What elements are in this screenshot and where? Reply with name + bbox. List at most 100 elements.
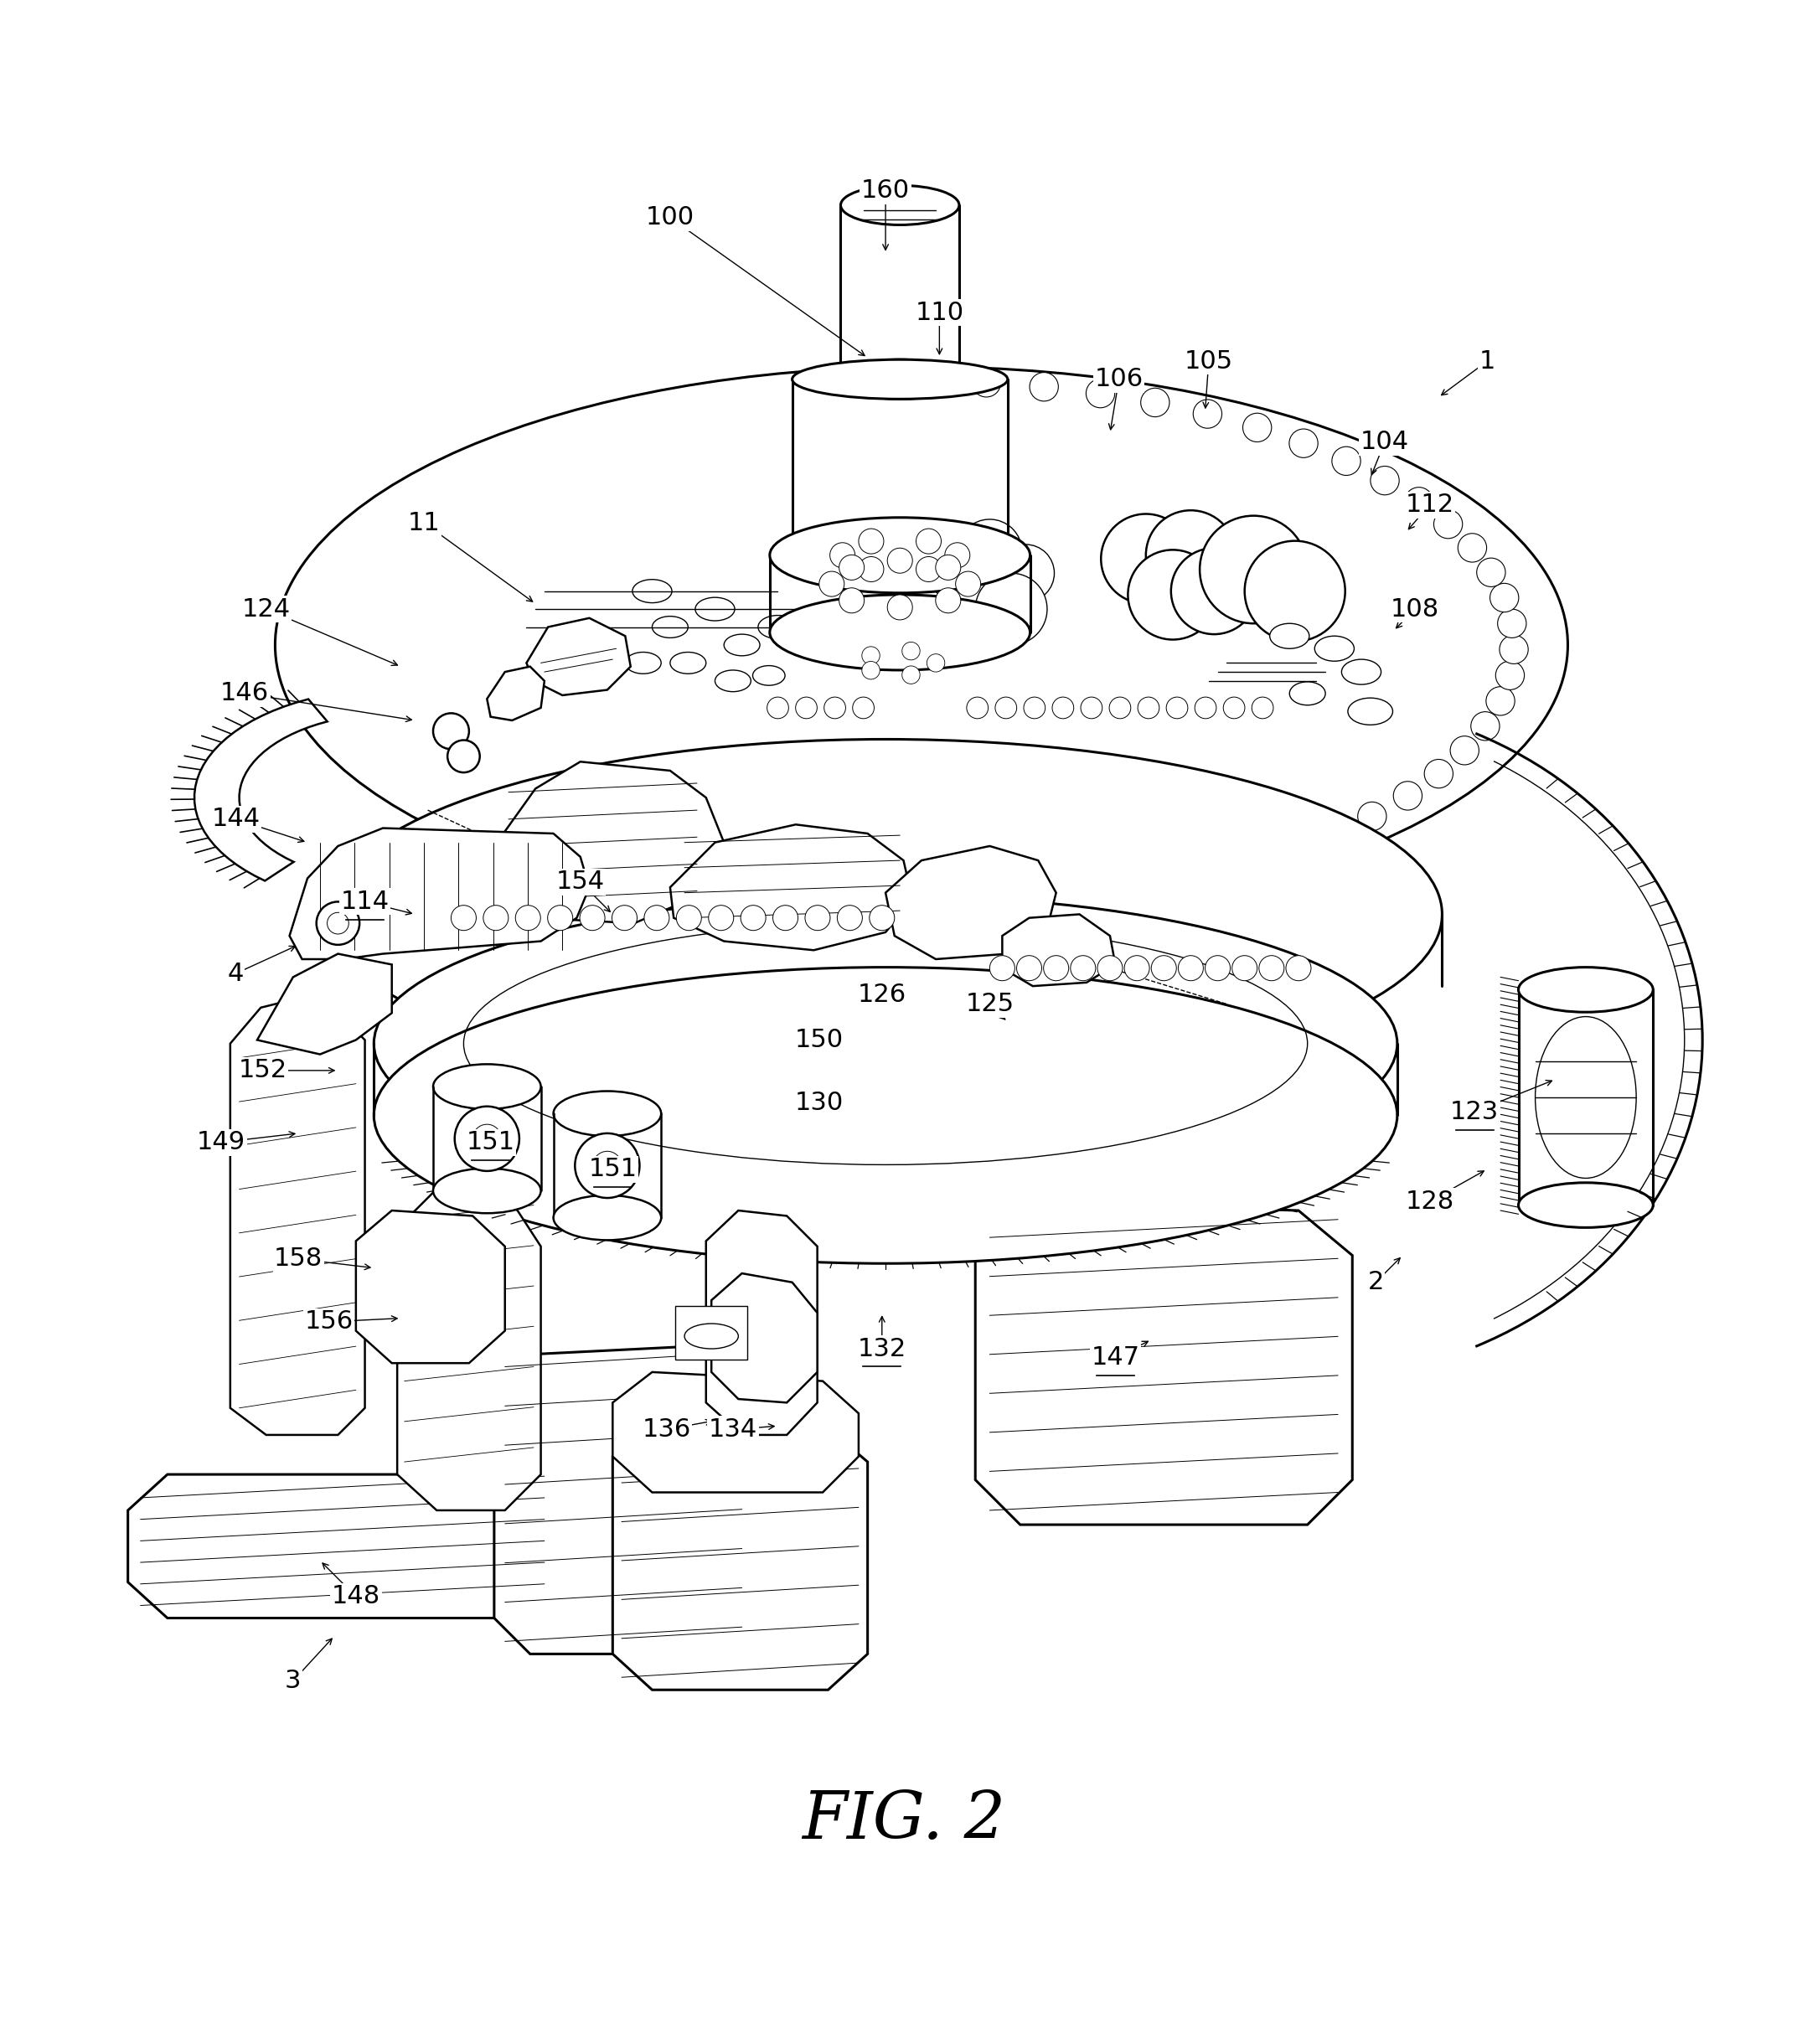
Circle shape bbox=[1259, 957, 1285, 981]
Ellipse shape bbox=[1290, 683, 1325, 705]
Circle shape bbox=[1100, 513, 1191, 603]
Circle shape bbox=[1498, 609, 1527, 638]
Circle shape bbox=[1485, 687, 1514, 715]
Circle shape bbox=[806, 905, 829, 930]
Circle shape bbox=[858, 529, 884, 554]
Text: 126: 126 bbox=[858, 983, 907, 1008]
Text: 151: 151 bbox=[466, 1130, 515, 1155]
Circle shape bbox=[1274, 838, 1303, 867]
Text: 151: 151 bbox=[589, 1157, 638, 1181]
Circle shape bbox=[741, 905, 766, 930]
Circle shape bbox=[914, 366, 943, 394]
Circle shape bbox=[893, 585, 943, 634]
Text: 150: 150 bbox=[795, 1028, 844, 1053]
Ellipse shape bbox=[770, 595, 1030, 670]
Circle shape bbox=[1122, 877, 1151, 905]
Text: 100: 100 bbox=[645, 206, 694, 229]
Circle shape bbox=[795, 697, 817, 719]
Circle shape bbox=[1223, 697, 1245, 719]
Circle shape bbox=[1171, 548, 1258, 634]
Ellipse shape bbox=[696, 597, 735, 621]
Text: 148: 148 bbox=[331, 1584, 379, 1609]
Circle shape bbox=[1288, 429, 1317, 458]
Ellipse shape bbox=[1518, 967, 1653, 1012]
Text: 1: 1 bbox=[1478, 350, 1494, 374]
Circle shape bbox=[1097, 957, 1122, 981]
Text: 144: 144 bbox=[211, 807, 260, 832]
Circle shape bbox=[1124, 957, 1149, 981]
Circle shape bbox=[482, 905, 508, 930]
Ellipse shape bbox=[434, 1169, 540, 1214]
Circle shape bbox=[838, 589, 864, 613]
Circle shape bbox=[945, 542, 970, 568]
Circle shape bbox=[1030, 372, 1059, 401]
Text: 4: 4 bbox=[228, 961, 244, 985]
Text: 104: 104 bbox=[1361, 429, 1409, 454]
Text: 158: 158 bbox=[275, 1247, 323, 1271]
Circle shape bbox=[1010, 891, 1039, 920]
Polygon shape bbox=[670, 824, 913, 950]
Ellipse shape bbox=[791, 360, 1008, 399]
Circle shape bbox=[855, 368, 884, 397]
Circle shape bbox=[434, 713, 470, 748]
Ellipse shape bbox=[652, 615, 688, 638]
Ellipse shape bbox=[553, 1196, 661, 1241]
Polygon shape bbox=[613, 1421, 867, 1690]
Circle shape bbox=[1404, 486, 1433, 515]
Ellipse shape bbox=[840, 186, 960, 225]
Polygon shape bbox=[885, 846, 1055, 959]
Circle shape bbox=[448, 740, 481, 773]
Circle shape bbox=[1128, 550, 1218, 640]
Ellipse shape bbox=[1348, 697, 1393, 726]
Ellipse shape bbox=[685, 1325, 739, 1349]
Text: 123: 123 bbox=[1449, 1100, 1498, 1124]
Circle shape bbox=[972, 368, 1001, 397]
Polygon shape bbox=[486, 666, 544, 719]
Ellipse shape bbox=[1315, 636, 1353, 660]
Polygon shape bbox=[526, 617, 631, 695]
Circle shape bbox=[1140, 388, 1169, 417]
Circle shape bbox=[327, 912, 349, 934]
Text: 130: 130 bbox=[795, 1091, 844, 1114]
Circle shape bbox=[1451, 736, 1478, 764]
Circle shape bbox=[1193, 399, 1222, 429]
Circle shape bbox=[1317, 822, 1346, 850]
Text: 128: 128 bbox=[1406, 1190, 1455, 1214]
Circle shape bbox=[1109, 697, 1131, 719]
Polygon shape bbox=[1003, 914, 1115, 985]
Text: 160: 160 bbox=[862, 178, 911, 202]
Ellipse shape bbox=[670, 652, 707, 675]
Circle shape bbox=[916, 529, 941, 554]
Circle shape bbox=[575, 1132, 640, 1198]
Circle shape bbox=[862, 662, 880, 679]
Circle shape bbox=[940, 556, 1012, 628]
Circle shape bbox=[996, 697, 1017, 719]
Ellipse shape bbox=[1518, 1183, 1653, 1228]
Circle shape bbox=[1178, 957, 1203, 981]
Text: 110: 110 bbox=[914, 300, 963, 325]
Circle shape bbox=[316, 901, 360, 944]
Circle shape bbox=[976, 572, 1046, 646]
Ellipse shape bbox=[329, 740, 1442, 1089]
Circle shape bbox=[869, 905, 894, 930]
Circle shape bbox=[548, 905, 573, 930]
Circle shape bbox=[1370, 466, 1399, 495]
Circle shape bbox=[837, 905, 862, 930]
Circle shape bbox=[1458, 533, 1487, 562]
Text: 11: 11 bbox=[408, 511, 441, 536]
Circle shape bbox=[838, 554, 864, 580]
Circle shape bbox=[902, 666, 920, 685]
Circle shape bbox=[593, 1151, 622, 1179]
Ellipse shape bbox=[716, 670, 752, 691]
Circle shape bbox=[1232, 957, 1258, 981]
Polygon shape bbox=[195, 699, 327, 881]
Circle shape bbox=[967, 697, 988, 719]
Circle shape bbox=[1500, 636, 1529, 664]
Circle shape bbox=[452, 905, 477, 930]
Circle shape bbox=[1332, 448, 1361, 476]
Ellipse shape bbox=[632, 578, 672, 603]
Ellipse shape bbox=[770, 517, 1030, 593]
Ellipse shape bbox=[374, 895, 1397, 1192]
Text: 2: 2 bbox=[1368, 1269, 1384, 1294]
Circle shape bbox=[1070, 957, 1095, 981]
